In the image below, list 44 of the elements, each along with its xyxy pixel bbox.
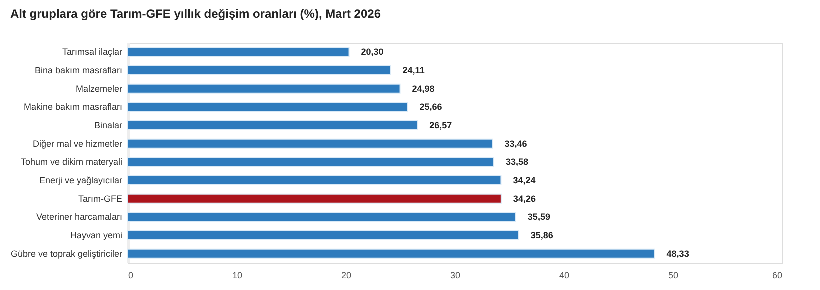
x-tick-label: 20 (341, 270, 352, 280)
y-tick-label: Enerji ve yağlayıcılar (39, 176, 122, 186)
data-label: 34,24 (513, 176, 536, 186)
data-label: 35,59 (528, 212, 550, 222)
data-label: 25,66 (420, 102, 442, 112)
x-tick-label: 50 (668, 270, 679, 280)
bar (128, 102, 408, 112)
bar (128, 248, 656, 259)
y-tick-label: Diğer mal ve hizmetler (32, 138, 122, 149)
bar (128, 138, 494, 149)
data-label: 20,30 (361, 47, 384, 58)
data-label: 34,26 (513, 194, 536, 204)
y-tick-label: Makine bakım masrafları (24, 102, 122, 112)
x-tick-label: 10 (232, 270, 243, 280)
bar (128, 176, 502, 186)
bar (128, 194, 502, 204)
data-label: 24,98 (412, 84, 435, 94)
bar (128, 66, 392, 76)
x-tick-label: 0 (128, 270, 134, 280)
data-label: 33,46 (504, 138, 528, 149)
y-tick-label: Gübre ve toprak geliştiriciler (10, 248, 122, 259)
data-label: 33,58 (506, 157, 529, 168)
bar (128, 157, 495, 168)
bar (128, 120, 418, 130)
y-tick-label: Malzemeler (76, 84, 122, 94)
y-tick-label: Veteriner harcamaları (36, 212, 122, 222)
y-tick-label: Tohum ve dikim materyali (20, 157, 122, 168)
y-tick-label: Binalar (94, 120, 122, 130)
x-tick-label: 40 (559, 270, 570, 280)
bar (128, 212, 516, 222)
bar (128, 47, 350, 58)
data-label: 35,86 (530, 230, 554, 240)
y-tick-label: Tarım-GFE (78, 194, 122, 204)
data-label: 24,11 (402, 66, 425, 76)
x-tick-label: 30 (450, 270, 461, 280)
y-tick-label: Tarımsal ilaçlar (62, 47, 122, 58)
chart-title: Alt gruplara göre Tarım-GFE yıllık değişim oranları (%), Mart 2026 (10, 7, 382, 21)
y-tick-label: Bina bakım masrafları (34, 66, 122, 76)
bar (128, 84, 401, 94)
bar (128, 230, 520, 240)
data-label: 26,57 (430, 120, 452, 130)
data-label: 48,33 (666, 248, 690, 259)
y-tick-label: Hayvan yemi (70, 230, 122, 240)
x-tick-label: 60 (772, 270, 782, 280)
